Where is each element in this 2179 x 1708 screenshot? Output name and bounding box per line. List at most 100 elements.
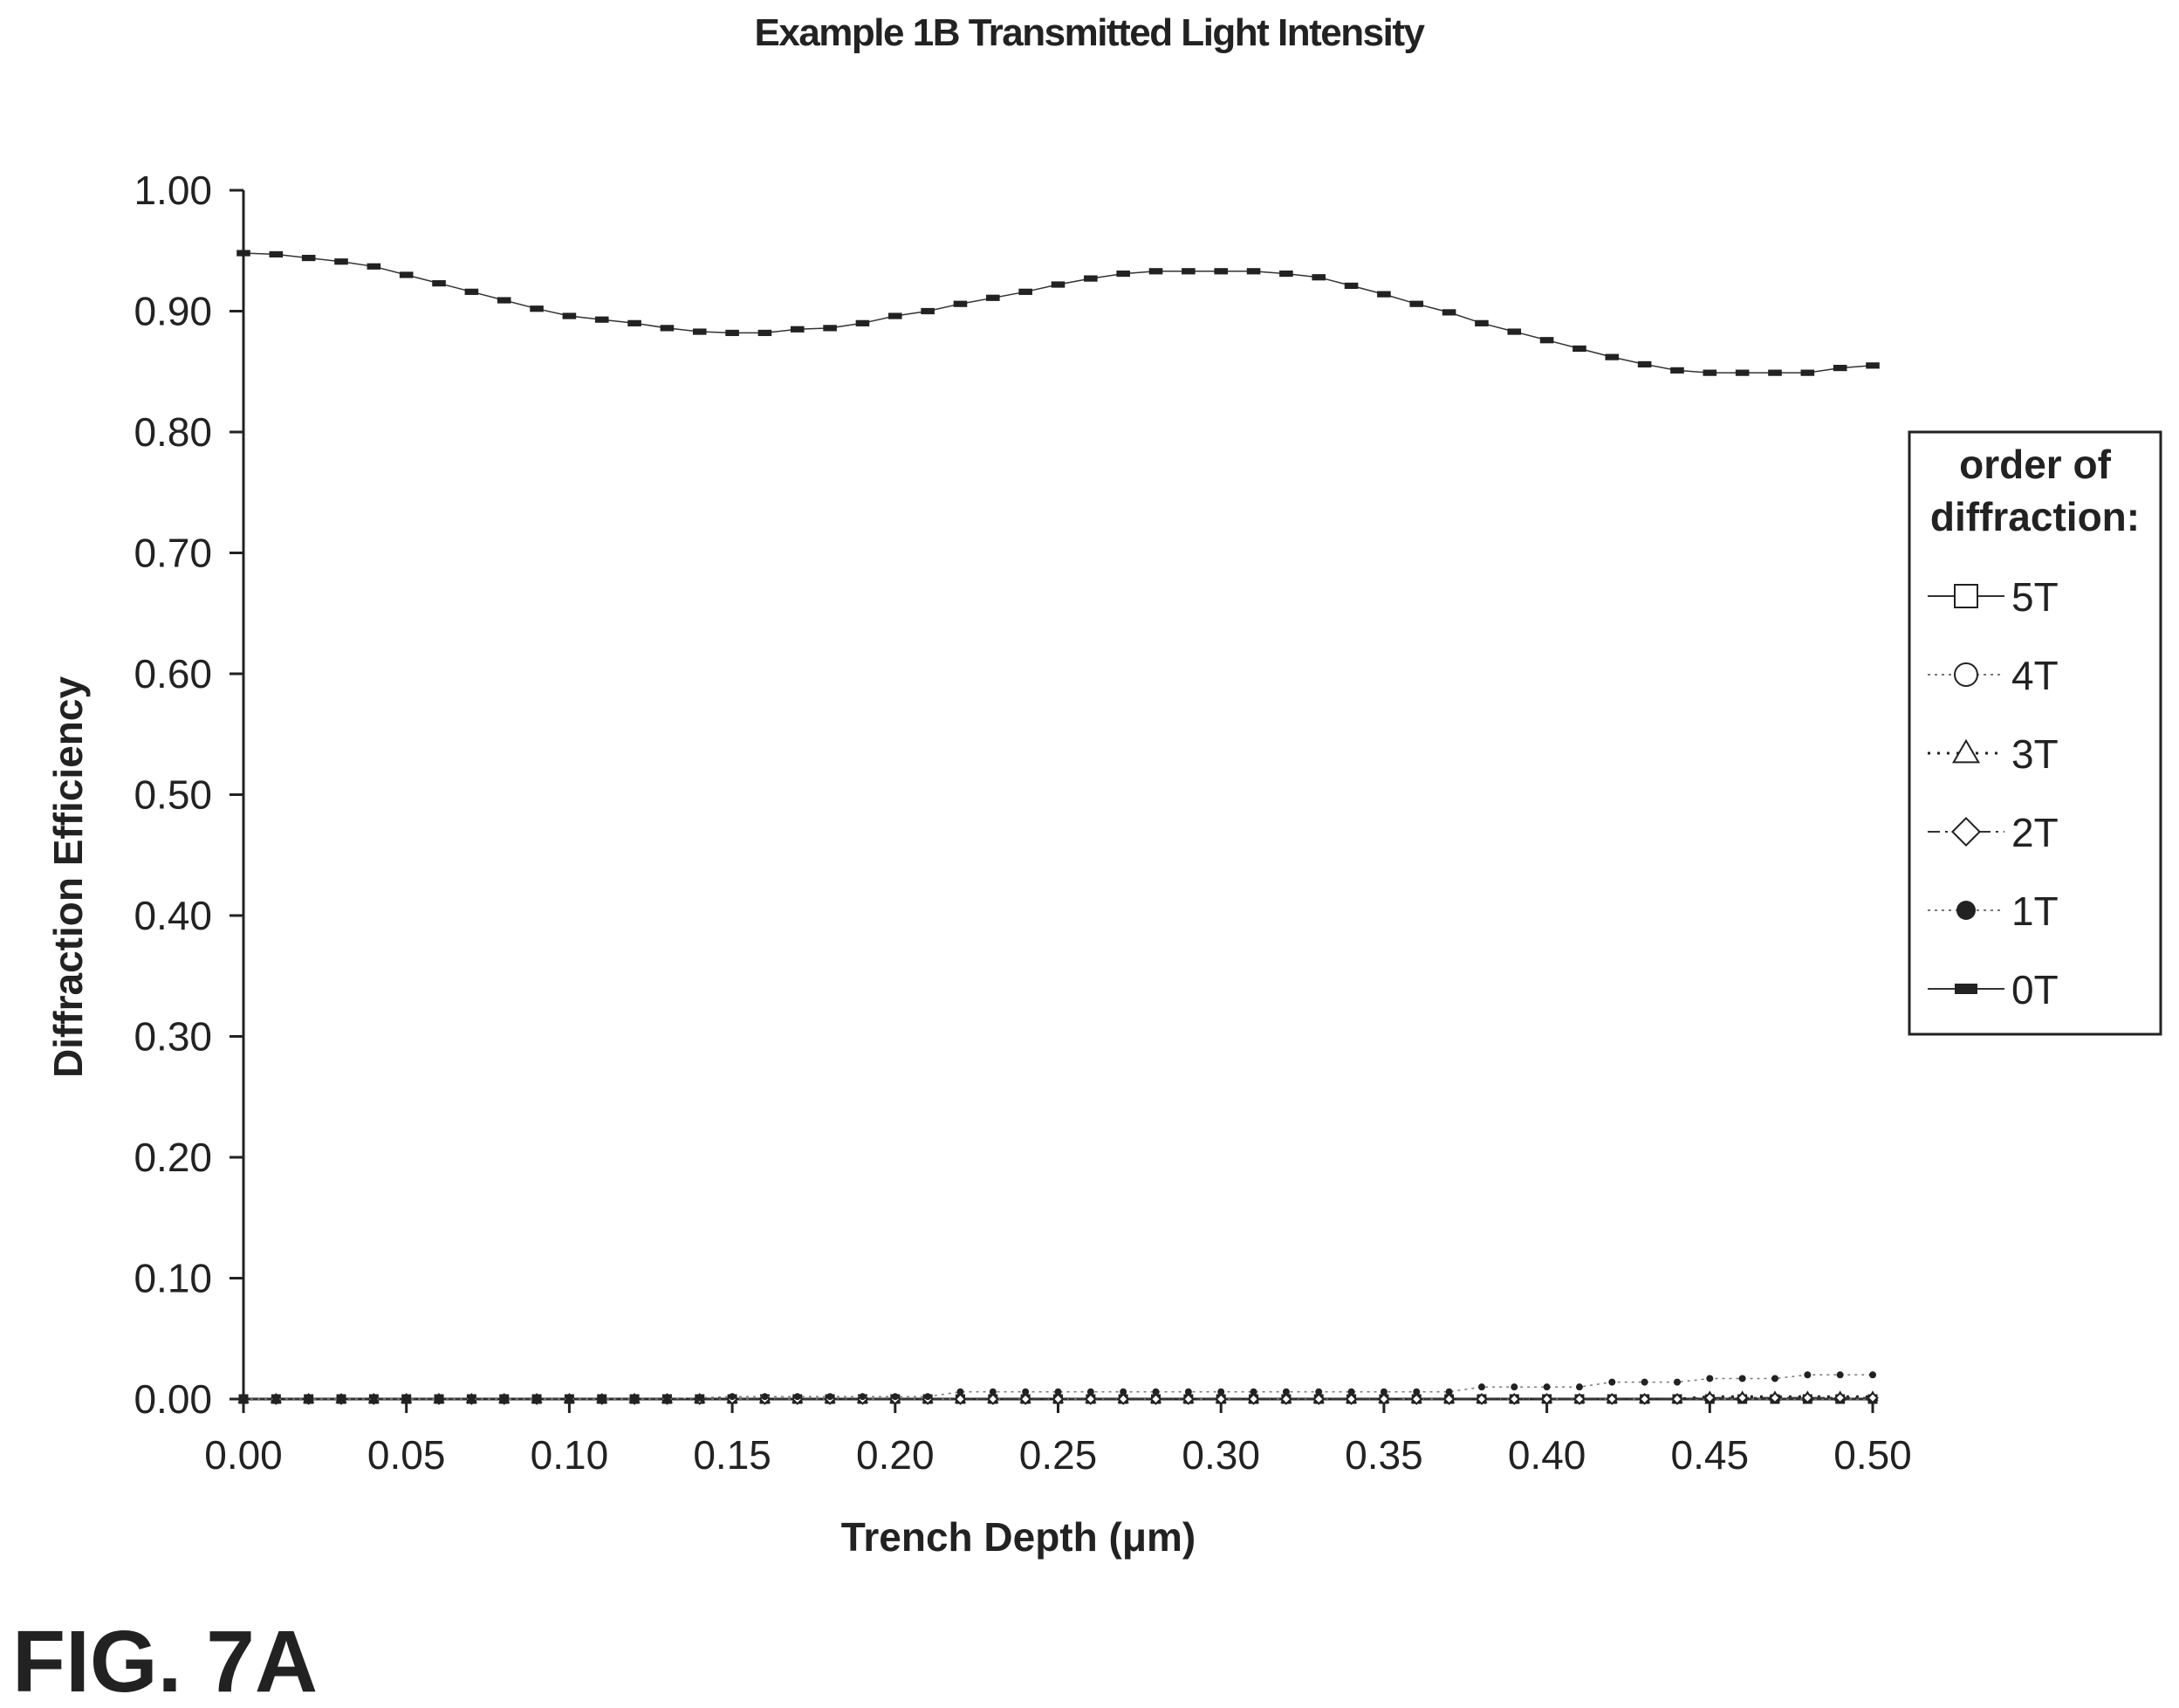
data-point-1T — [1575, 1383, 1583, 1391]
data-point-2T — [1606, 1393, 1619, 1405]
data-point-0T — [1605, 353, 1620, 360]
x-tick-label: 0.50 — [1833, 1432, 1912, 1478]
data-point-1T — [1641, 1378, 1648, 1386]
data-point-0T — [530, 305, 544, 312]
legend-item-4T: 4T — [1928, 653, 2059, 698]
data-point-1T — [468, 1396, 476, 1403]
y-tick-label: 0.80 — [134, 409, 212, 455]
data-point-0T — [497, 297, 511, 304]
x-tick-label: 0.10 — [531, 1432, 609, 1478]
data-point-0T — [1246, 268, 1261, 275]
data-point-1T — [338, 1396, 346, 1403]
data-point-2T — [1149, 1393, 1162, 1405]
legend-label-5T: 5T — [2011, 574, 2059, 620]
y-tick-label: 0.40 — [134, 893, 212, 938]
legend-label-1T: 1T — [2011, 888, 2059, 934]
data-point-1T — [695, 1394, 703, 1402]
legend-item-0T: 0T — [1928, 967, 2059, 1012]
data-point-0T — [334, 258, 348, 265]
data-point-1T — [1022, 1388, 1030, 1396]
data-point-2T — [1019, 1393, 1031, 1405]
data-point-1T — [533, 1396, 541, 1403]
legend-label-0T: 0T — [2011, 967, 2059, 1012]
data-point-0T — [1507, 328, 1522, 335]
data-point-1T — [793, 1393, 801, 1401]
data-point-2T — [1215, 1393, 1228, 1405]
data-point-1T — [1413, 1388, 1421, 1396]
data-point-1T — [370, 1396, 378, 1403]
data-point-0T — [888, 312, 902, 319]
data-point-1T — [1673, 1378, 1681, 1386]
data-point-0T — [823, 325, 837, 332]
data-point-0T — [1409, 300, 1424, 307]
legend-items: 5T 4T 3T 2T 1T 0T — [1928, 574, 2059, 1012]
data-point-1T — [565, 1396, 573, 1403]
data-point-0T — [236, 250, 250, 257]
figure-label: FIG. 7A — [12, 1613, 318, 1708]
legend-item-2T: 2T — [1928, 810, 2059, 855]
y-axis-ticks: 0.00 0.10 0.20 0.30 0.40 0.50 0.60 0.70 0.80 0.90… — [134, 168, 243, 1422]
data-point-1T — [1511, 1383, 1518, 1391]
data-point-1T — [1738, 1375, 1746, 1382]
data-point-2T — [1378, 1393, 1390, 1405]
legend-marker-4T — [1954, 662, 1978, 687]
data-point-2T — [1442, 1393, 1456, 1405]
data-point-1T — [729, 1393, 737, 1401]
y-axis-label: Diffraction Efficiency — [45, 676, 91, 1079]
data-point-0T — [725, 329, 739, 337]
data-point-2T — [1345, 1393, 1358, 1405]
data-point-0T — [1833, 364, 1847, 372]
data-point-1T — [1184, 1388, 1192, 1396]
data-point-2T — [1769, 1391, 1781, 1404]
data-point-0T — [399, 271, 414, 278]
legend-marker-1T — [1956, 901, 1976, 920]
data-point-0T — [1768, 369, 1782, 376]
data-point-0T — [1442, 309, 1456, 316]
data-point-2T — [1247, 1393, 1260, 1405]
data-point-2T — [1833, 1391, 1847, 1404]
data-point-0T — [627, 319, 641, 326]
data-point-2T — [1312, 1393, 1326, 1405]
data-point-0T — [1116, 270, 1130, 278]
data-point-0T — [1051, 281, 1066, 288]
data-point-1T — [891, 1393, 899, 1401]
x-tick-label: 0.30 — [1182, 1432, 1260, 1478]
data-point-0T — [301, 254, 316, 262]
data-point-0T — [1084, 275, 1098, 282]
data-point-0T — [692, 328, 707, 335]
data-point-2T — [1801, 1391, 1814, 1404]
data-point-2T — [987, 1393, 999, 1405]
y-tick-label: 0.60 — [134, 651, 212, 696]
data-point-0T — [757, 329, 772, 337]
data-point-0T — [432, 280, 446, 287]
data-point-0T — [1148, 268, 1163, 275]
data-point-1T — [1380, 1388, 1388, 1396]
series-1T — [240, 1371, 1876, 1403]
data-point-1T — [989, 1388, 997, 1396]
legend-item-1T: 1T — [1928, 888, 2059, 934]
plot-series — [236, 250, 1880, 1405]
data-point-0T — [1637, 360, 1652, 368]
x-tick-label: 0.35 — [1345, 1432, 1423, 1478]
data-point-0T — [269, 250, 284, 258]
series-0T — [236, 250, 1880, 376]
data-point-2T — [1508, 1393, 1521, 1405]
data-point-1T — [663, 1396, 671, 1403]
data-point-1T — [272, 1396, 280, 1403]
data-point-1T — [631, 1396, 639, 1403]
data-point-2T — [1638, 1393, 1651, 1405]
data-point-0T — [367, 263, 381, 270]
data-point-2T — [1410, 1393, 1423, 1405]
legend-title-line-2: diffraction: — [1930, 494, 2140, 539]
data-point-2T — [1573, 1393, 1586, 1405]
chart-title: Example 1B Transmitted Light Intensity — [755, 11, 1426, 54]
legend-marker-0T — [1955, 984, 1977, 994]
data-point-0T — [1377, 291, 1391, 298]
legend-marker-5T — [1954, 584, 1978, 608]
x-tick-label: 0.40 — [1508, 1432, 1586, 1478]
data-point-1T — [1804, 1371, 1812, 1379]
data-point-0T — [1182, 268, 1196, 275]
legend-label-4T: 4T — [2011, 653, 2059, 698]
data-point-0T — [1344, 282, 1359, 290]
